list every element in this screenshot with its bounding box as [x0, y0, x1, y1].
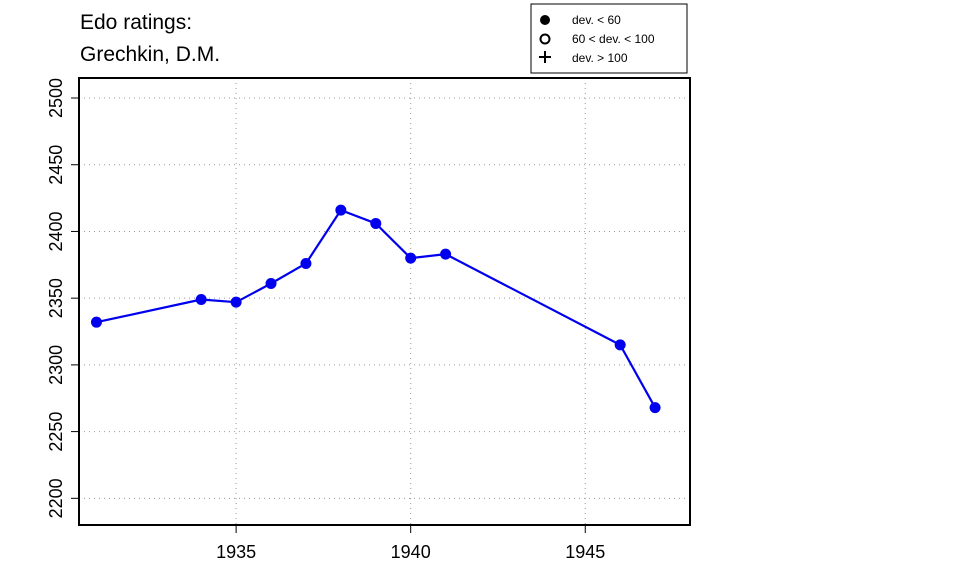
chart-title-line-1: Edo ratings:: [80, 11, 192, 34]
legend-box: [530, 3, 688, 74]
x-tick-label: 1945: [565, 542, 605, 562]
data-point: [614, 339, 626, 351]
legend-label-mid-dev: 60 < dev. < 100: [572, 32, 655, 46]
y-axis: 2200 2250 2300 2350 2400 2450 2500: [46, 78, 79, 518]
rating-line: [96, 208, 657, 409]
series-layer: [90, 204, 661, 414]
chart-title-line-2: Grechkin, D.M.: [80, 43, 220, 66]
y-tick-label: 2400: [46, 211, 66, 251]
y-tick-label: 2350: [46, 278, 66, 318]
legend: dev. < 60 60 < dev. < 100 dev. > 100: [530, 3, 688, 74]
data-point: [405, 252, 417, 264]
data-point: [265, 277, 277, 289]
legend-filled-circle-icon: [540, 15, 550, 25]
data-point: [230, 296, 242, 308]
y-tick-label: 2450: [46, 145, 66, 185]
y-tick-label: 2500: [46, 78, 66, 118]
y-tick-label: 2250: [46, 412, 66, 452]
grid-lines: [79, 78, 690, 525]
data-point: [440, 248, 452, 260]
plot-frame: [78, 77, 691, 526]
data-point: [195, 293, 207, 305]
data-point: [300, 257, 312, 269]
y-tick-label: 2200: [46, 478, 66, 518]
x-tick-label: 1935: [216, 542, 256, 562]
data-point: [370, 217, 382, 229]
legend-label-low-dev: dev. < 60: [572, 13, 621, 27]
x-axis: 1935 1940 1945: [216, 525, 605, 562]
data-point: [335, 204, 347, 216]
data-point: [90, 316, 102, 328]
legend-open-circle-icon: [539, 33, 551, 45]
x-tick-label: 1940: [391, 542, 431, 562]
legend-plus-icon: [539, 51, 551, 63]
data-point: [649, 402, 661, 414]
y-tick-label: 2300: [46, 345, 66, 385]
legend-label-high-dev: dev. > 100: [572, 51, 628, 65]
